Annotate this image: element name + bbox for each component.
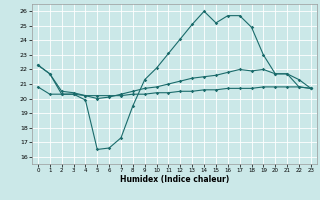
X-axis label: Humidex (Indice chaleur): Humidex (Indice chaleur) [120, 175, 229, 184]
